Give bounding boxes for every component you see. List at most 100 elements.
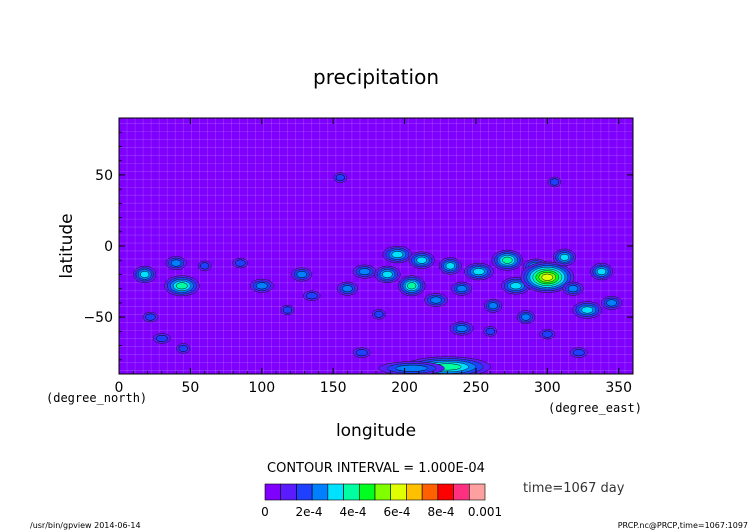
- contour-level-4: [559, 253, 570, 261]
- colorbar-swatch: [358, 483, 376, 501]
- precip-cell: [572, 301, 603, 319]
- colorbar-label: 8e-4: [428, 505, 455, 519]
- colorbar-swatch: [374, 483, 392, 501]
- contour-level-2: [200, 262, 210, 270]
- precip-cell: [483, 298, 503, 313]
- colorbar-label: 2e-4: [296, 505, 323, 519]
- colorbar: [264, 483, 486, 501]
- colorbar-swatch: [421, 483, 439, 501]
- time-label: time=1067 day: [523, 481, 625, 496]
- colorbar-swatch: [327, 483, 344, 501]
- precip-cell: [553, 248, 576, 267]
- colorbar-label: 0: [261, 505, 269, 519]
- colorbar-label: 4e-4: [340, 505, 367, 519]
- contour-level-2: [485, 327, 495, 335]
- contour-level-5: [502, 256, 513, 264]
- colorbar-swatch: [343, 483, 360, 501]
- precip-cell: [374, 265, 401, 284]
- precip-cell: [352, 264, 377, 279]
- colorbar-swatch: [264, 483, 282, 501]
- contour-level-2: [355, 349, 368, 357]
- contour-level-3: [170, 259, 182, 267]
- contour-level-4: [416, 256, 427, 264]
- contour-level-3: [342, 285, 353, 293]
- precip-cell: [601, 295, 623, 310]
- x-tick-label: 350: [605, 380, 632, 396]
- x-tick-label: 200: [391, 380, 418, 396]
- precip-cell: [372, 309, 386, 320]
- x-tick-label: 250: [463, 380, 490, 396]
- grid-lines: [119, 118, 633, 374]
- precip-cell: [378, 361, 445, 374]
- colorbar-labels: 0 2e-4 4e-4 6e-4 8e-4 0.001: [261, 505, 502, 519]
- precip-cell: [547, 176, 562, 188]
- contour-level-3: [521, 313, 531, 321]
- precip-cell: [491, 249, 524, 271]
- precip-cell: [539, 328, 556, 340]
- contour-level-4: [382, 270, 393, 278]
- x-tick-label: 300: [534, 380, 561, 396]
- precip-cell: [451, 281, 473, 296]
- contour-level-4: [140, 270, 150, 278]
- contour-level-2: [145, 313, 156, 321]
- precip-cell: [382, 245, 413, 264]
- contour-level-3: [567, 285, 579, 293]
- precip-cell: [408, 251, 435, 269]
- precip-cell: [516, 310, 536, 325]
- precip-cell: [483, 326, 498, 337]
- precip-cell: [165, 256, 187, 270]
- contour-level-2: [178, 344, 188, 352]
- y-tick-label: 0: [104, 239, 113, 255]
- y-tick-label: 50: [95, 168, 113, 184]
- precip-cell: [562, 281, 584, 296]
- contour-level-2: [282, 306, 293, 314]
- contour-level-3: [455, 325, 468, 332]
- chart-title: precipitation: [313, 65, 439, 89]
- x-tick-label: 100: [248, 380, 275, 396]
- precip-cell: [249, 278, 274, 293]
- contour-interval-label: CONTOUR INTERVAL = 1.000E-04: [267, 461, 485, 476]
- precip-cell: [438, 257, 462, 275]
- contour-level-3: [606, 299, 617, 307]
- x-axis-title: longitude: [336, 421, 416, 441]
- contour-level-4: [510, 282, 522, 290]
- y-axis-title: latitude: [57, 213, 77, 278]
- contour-level-3: [430, 296, 442, 304]
- colorbar-swatch: [468, 483, 486, 501]
- precip-cell: [133, 265, 157, 284]
- contour-level-5: [407, 282, 417, 290]
- precip-cell: [176, 343, 191, 354]
- y-unit-label: (degree_north): [46, 391, 147, 405]
- precip-cell: [397, 275, 426, 297]
- x-tick-label: 0: [115, 380, 124, 396]
- colorbar-swatch: [406, 483, 423, 501]
- contour-level-4: [597, 268, 607, 276]
- precip-cell: [153, 333, 171, 344]
- contour-level-2: [155, 334, 168, 342]
- precip-cell: [449, 321, 474, 336]
- precip-cell: [352, 347, 371, 358]
- contour-level-5: [175, 282, 188, 290]
- contour-level-2: [235, 259, 246, 267]
- contour-level-8: [541, 273, 554, 281]
- contour-level-3: [296, 270, 307, 278]
- footer-right: PRCP.nc@PRCP,time=1067:1097: [618, 521, 748, 530]
- precip-cell: [142, 311, 159, 323]
- contour-level-2: [549, 178, 560, 186]
- contour-level-2: [572, 349, 585, 357]
- precip-cell: [164, 275, 200, 297]
- y-tick-label: −50: [83, 310, 113, 326]
- contour-level-4: [472, 268, 485, 276]
- precip-cell: [569, 347, 588, 358]
- x-tick-label: 50: [181, 380, 199, 396]
- contour-level-3: [395, 364, 428, 372]
- colorbar-swatch: [280, 483, 297, 501]
- precip-cell: [197, 260, 212, 272]
- colorbar-swatch: [453, 483, 470, 501]
- y-axis: 50 0 −50: [83, 117, 633, 375]
- precip-cell: [424, 293, 448, 307]
- colorbar-label: 0.001: [468, 505, 502, 519]
- colorbar-label: 6e-4: [384, 505, 411, 519]
- precip-cell: [463, 262, 494, 281]
